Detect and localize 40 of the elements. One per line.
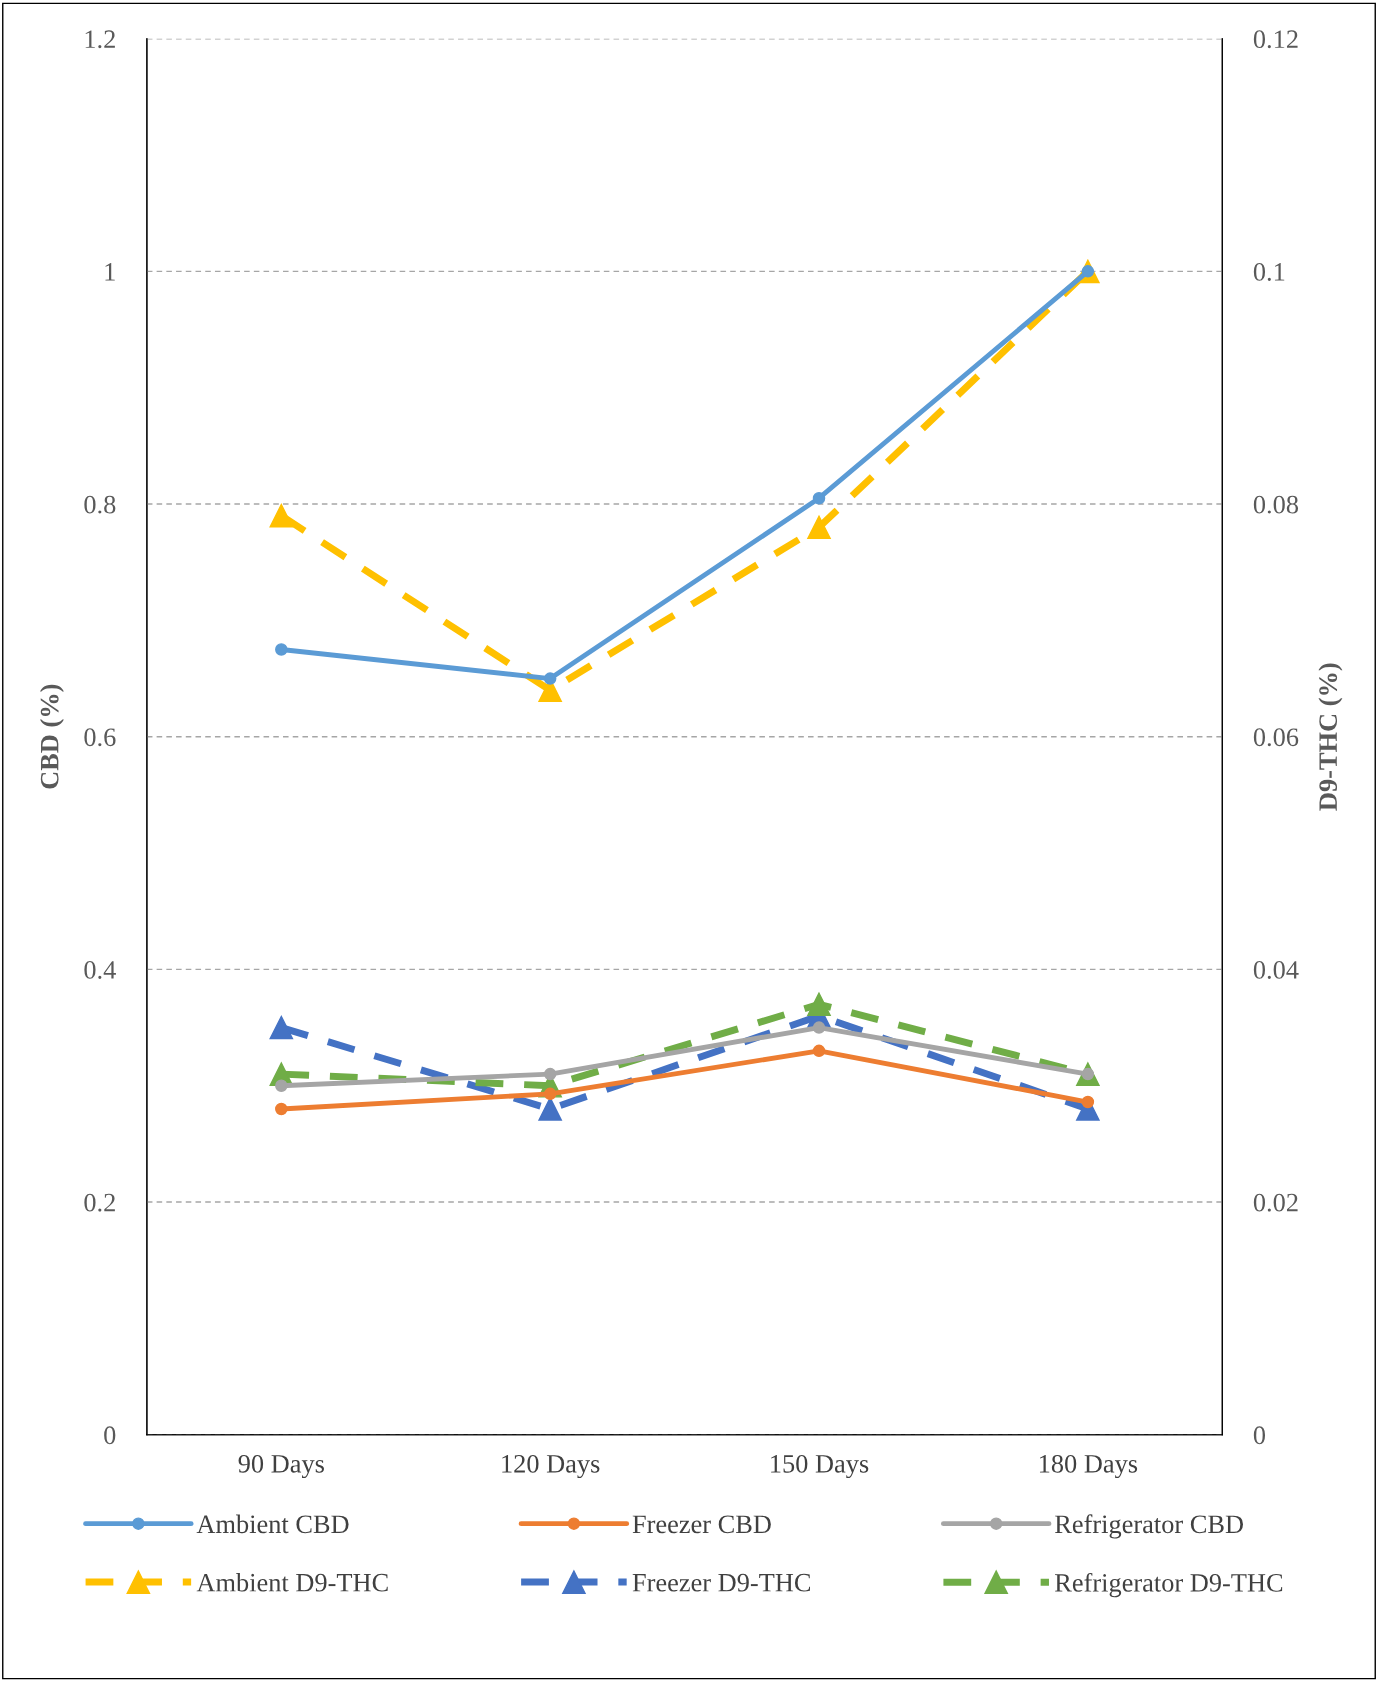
point: [812, 1044, 826, 1058]
point: [275, 1079, 288, 1092]
y2-tick-label: 0.04: [1253, 961, 1299, 979]
point: [812, 491, 826, 505]
point: [807, 515, 831, 540]
y2-tick-label: 0.06: [1253, 728, 1299, 747]
point: [269, 503, 294, 528]
point: [1081, 1095, 1095, 1109]
y2-tick-label: 0: [1253, 1426, 1266, 1445]
point: [543, 672, 557, 685]
point: [269, 1015, 294, 1040]
y-tick-label: 0.6: [84, 728, 116, 747]
legend-label: Ambient CBD: [196, 1514, 349, 1534]
y2-tick-label: 0.02: [1253, 1193, 1298, 1212]
y-tick-label: 0.4: [84, 961, 116, 979]
y-tick-label: 1: [105, 263, 115, 281]
x-tick-label: 90 Days: [238, 1454, 324, 1479]
x-tick-label: 180 Days: [1039, 1454, 1138, 1479]
point: [538, 1097, 562, 1121]
y-tick-label: 0: [104, 1426, 116, 1445]
y2-tick-label: 0.08: [1253, 495, 1299, 514]
legend-label: Ambient D9-THC: [196, 1573, 388, 1592]
legend-label: Freezer D9-THC: [632, 1573, 811, 1592]
point: [275, 1102, 288, 1116]
y-tick-label: 0.2: [84, 1193, 115, 1212]
y-tick-label: 1.2: [85, 30, 115, 49]
legend-label: Refrigerator D9-THC: [1055, 1572, 1283, 1598]
point: [812, 1021, 826, 1034]
point: [543, 1067, 557, 1081]
y2-axis-title: D9-THC (%): [1318, 663, 1343, 811]
legend-label: Refrigerator CBD: [1055, 1514, 1243, 1539]
point: [807, 992, 831, 1017]
y2-tick-label: 0.12: [1253, 30, 1298, 49]
x-tick-label: 150 Days: [771, 1454, 869, 1479]
y2-tick-label: 0.1: [1253, 262, 1285, 281]
y-tick-label: 0.8: [84, 495, 116, 514]
legend-label: Freezer CBD: [632, 1515, 771, 1534]
point: [275, 643, 288, 656]
x-tick-label: 120 Days: [502, 1454, 600, 1479]
y-axis-title: CBD (%): [39, 684, 64, 789]
